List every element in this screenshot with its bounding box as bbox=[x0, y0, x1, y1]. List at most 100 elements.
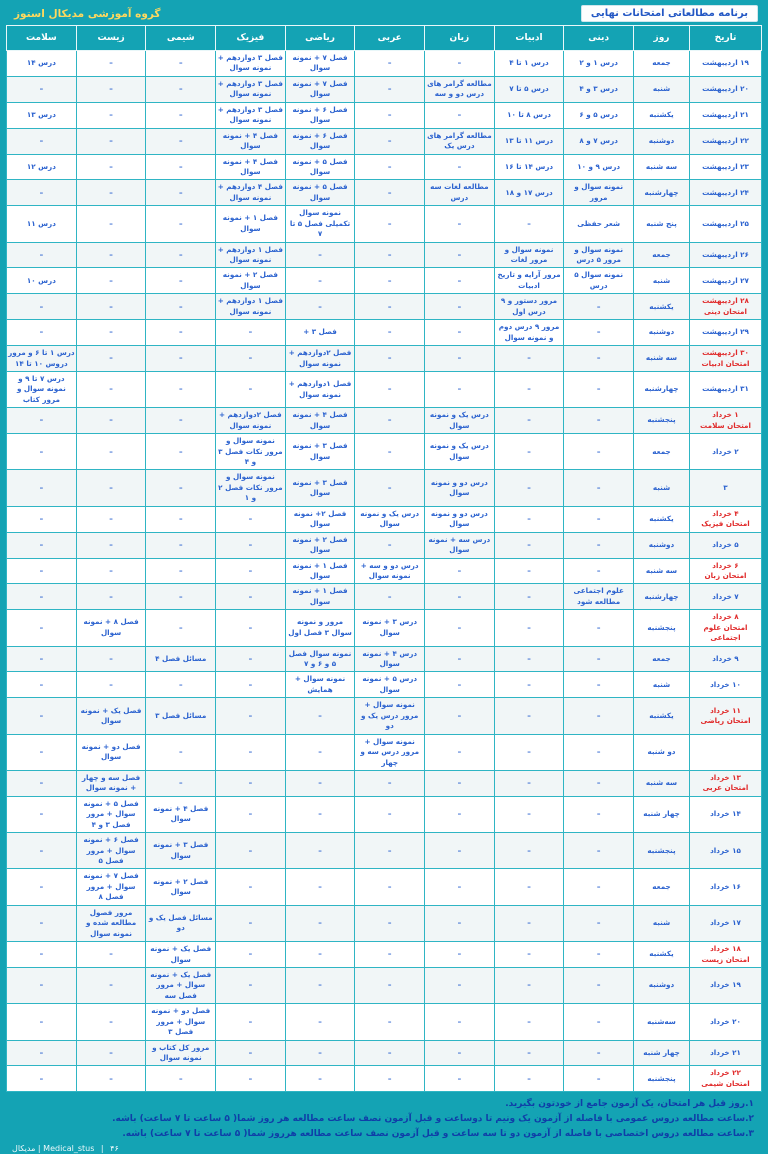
subject-cell-fizik: – bbox=[215, 583, 286, 611]
brand-caption: گروه آموزشی مدیکال استوز bbox=[14, 7, 161, 20]
subject-cell-adabiat: – bbox=[493, 966, 565, 1005]
subject-cell-zaban: – bbox=[424, 205, 495, 243]
subject-cell-zist: – bbox=[75, 407, 147, 435]
subject-cell-adabiat: – bbox=[493, 769, 565, 797]
subject-cell-shimi: – bbox=[145, 101, 217, 129]
exam-label: امتحان ادبیات bbox=[701, 358, 750, 368]
day-cell: شنبه bbox=[633, 267, 690, 295]
table-row: ۲۰ خرداد سه‌شنبه – – – – – – فصل دو + نمونه سوال… bbox=[6, 1003, 762, 1041]
subject-cell-fizik: نمونه سوال و مرور نکات فصل ۳ و ۴ bbox=[215, 433, 286, 471]
subject-cell-adabiat: مرور آرایه و تاریخ ادبیات bbox=[493, 267, 565, 295]
table-row: ۹ خرداد جمعه – – – درس ۴ + نمونه سوال نمونه سو… bbox=[6, 645, 762, 673]
subject-cell-zaban: – bbox=[424, 370, 495, 409]
day-cell: یکشنبه bbox=[633, 101, 690, 129]
subject-cell-shimi: – bbox=[145, 267, 217, 295]
subject-cell-dini: – bbox=[563, 609, 634, 647]
subject-cell-salamat: – bbox=[6, 609, 77, 647]
subject-cell-adabiat: – bbox=[493, 1003, 565, 1041]
subject-cell-adabiat: – bbox=[493, 904, 565, 943]
day-cell: سه‌شنبه bbox=[633, 1003, 690, 1041]
subject-cell-riazi: – bbox=[284, 832, 356, 870]
subject-cell-riazi: فصل ۳ + نمونه سوال bbox=[284, 433, 356, 471]
day-cell: پنج شنبه bbox=[633, 205, 690, 243]
subject-cell-zaban: – bbox=[424, 904, 495, 943]
subject-cell-fizik: فصل ۴ + نمونه سوال bbox=[215, 153, 286, 181]
date-cell: ۱۴ خرداد bbox=[689, 795, 762, 834]
day-cell: پنجشنبه bbox=[633, 407, 690, 435]
table-row: ۲۹ اردیبهشت دوشنبه – مرور ۹ درس دوم و نمونه… bbox=[6, 319, 762, 347]
subject-cell-riazi: – bbox=[284, 769, 356, 797]
subject-cell-dini: – bbox=[563, 319, 634, 347]
subject-cell-dini: – bbox=[563, 868, 634, 906]
subject-cell-dini: – bbox=[563, 1039, 634, 1067]
day-cell: شنبه bbox=[633, 904, 690, 943]
date-cell: ۲۴ اردیبهشت bbox=[689, 179, 762, 207]
subject-cell-riazi: – bbox=[284, 941, 356, 968]
subject-cell-dini: – bbox=[563, 433, 634, 471]
subject-cell-fizik: – bbox=[215, 671, 286, 699]
col-header-riazi: ریاضی bbox=[284, 25, 356, 51]
subject-cell-riazi: فصل ۶ + نمونه سوال bbox=[284, 127, 356, 155]
subject-cell-salamat: درس ۷ تا ۹ و نمونه سوال و مرور کتاب bbox=[6, 370, 77, 409]
subject-cell-arabi: – bbox=[354, 795, 426, 834]
subject-cell-adabiat: – bbox=[493, 868, 565, 906]
subject-cell-zist: – bbox=[75, 127, 147, 155]
subject-cell-dini: – bbox=[563, 1003, 634, 1041]
subject-cell-arabi: – bbox=[354, 966, 426, 1005]
study-schedule-table: تاریخ روز دینی ادبیات زبان عربی ریاضی فیزیک شیمی… bbox=[6, 25, 762, 1093]
subject-cell-riazi: فصل ۳ + bbox=[284, 319, 356, 347]
subject-cell-adabiat: – bbox=[493, 1039, 565, 1067]
exam-label: امتحان زبان bbox=[704, 570, 747, 580]
subject-cell-zaban: مطالعه گرامر های درس دو و سه bbox=[424, 75, 495, 103]
subject-cell-adabiat: نمونه سوال و مرور لغات bbox=[493, 241, 565, 269]
subject-cell-zaban: – bbox=[424, 645, 495, 673]
subject-cell-arabi: درس یک و نمونه سوال bbox=[354, 505, 426, 533]
date-cell: ۳ bbox=[689, 469, 762, 507]
table-row: ۲۷ اردیبهشت شنبه نمونه سوال ۵ درس مرور آرای… bbox=[6, 267, 762, 295]
subject-cell-adabiat: – bbox=[493, 557, 565, 585]
day-cell: سه شنبه bbox=[633, 557, 690, 585]
table-row: ۵ خرداد دوشنبه – – درس سه + نمونه سوال – فصل ۲… bbox=[6, 531, 762, 559]
subject-cell-zaban: – bbox=[424, 966, 495, 1005]
table-row: ۲۶ اردیبهشت جمعه نمونه سوال و مرور ۵ درس نم… bbox=[6, 241, 762, 269]
day-cell: دوشنبه bbox=[633, 127, 690, 155]
subject-cell-arabi: درس ۴ + نمونه سوال bbox=[354, 645, 426, 673]
subject-cell-shimi: – bbox=[145, 505, 217, 533]
day-cell: سه شنبه bbox=[633, 769, 690, 797]
subject-cell-dini: علوم اجتماعی مطالعه شود bbox=[563, 583, 634, 611]
subject-cell-zaban: – bbox=[424, 1003, 495, 1041]
date-cell-exam: ۳۰ اردیبهشت امتحان ادبیات bbox=[689, 345, 762, 372]
subject-cell-riazi: نمونه سوال + همایش bbox=[284, 671, 356, 699]
subject-cell-adabiat: – bbox=[493, 433, 565, 471]
exam-label: امتحان شیمی bbox=[701, 1078, 750, 1088]
subject-cell-riazi: – bbox=[284, 868, 356, 906]
subject-cell-shimi: فصل ۴ + نمونه سوال bbox=[145, 795, 217, 834]
table-row: ۱۳ خرداد امتحان عربی سه شنبه – – – – – – – فصل سه … bbox=[6, 769, 762, 797]
subject-cell-riazi: – bbox=[284, 241, 356, 269]
exam-label: امتحان دینی bbox=[704, 306, 747, 316]
subject-cell-dini: – bbox=[563, 531, 634, 559]
subject-cell-fizik: – bbox=[215, 505, 286, 533]
footnote-3: ۳.ساعت مطالعه دروس اختصاصی با فاصله از آ… bbox=[122, 1129, 754, 1139]
subject-cell-arabi: – bbox=[354, 267, 426, 295]
subject-cell-zaban: درس یک و نمونه سوال bbox=[424, 407, 495, 435]
subject-cell-fizik: – bbox=[215, 941, 286, 968]
subject-cell-dini: درس ۳ و ۴ bbox=[563, 75, 634, 103]
subject-cell-adabiat: – bbox=[493, 697, 565, 735]
subject-cell-salamat: درس ۱۱ bbox=[6, 205, 77, 243]
subject-cell-fizik: – bbox=[215, 1003, 286, 1041]
subject-cell-zaban: – bbox=[424, 557, 495, 585]
subject-cell-dini: درس ۹ و ۱۰ bbox=[563, 153, 634, 181]
subject-cell-shimi: – bbox=[145, 407, 217, 435]
date-cell: ۱۹ اردیبهشت bbox=[689, 50, 762, 77]
subject-cell-salamat: – bbox=[6, 1003, 77, 1041]
subject-cell-shimi: – bbox=[145, 179, 217, 207]
subject-cell-zist: – bbox=[75, 179, 147, 207]
col-header-dini: دینی bbox=[563, 25, 634, 51]
subject-cell-dini: – bbox=[563, 832, 634, 870]
subject-cell-zist: – bbox=[75, 241, 147, 269]
subject-cell-arabi: – bbox=[354, 433, 426, 471]
subject-cell-adabiat: – bbox=[493, 1065, 565, 1093]
subject-cell-shimi: – bbox=[145, 531, 217, 559]
subject-cell-arabi: – bbox=[354, 101, 426, 129]
